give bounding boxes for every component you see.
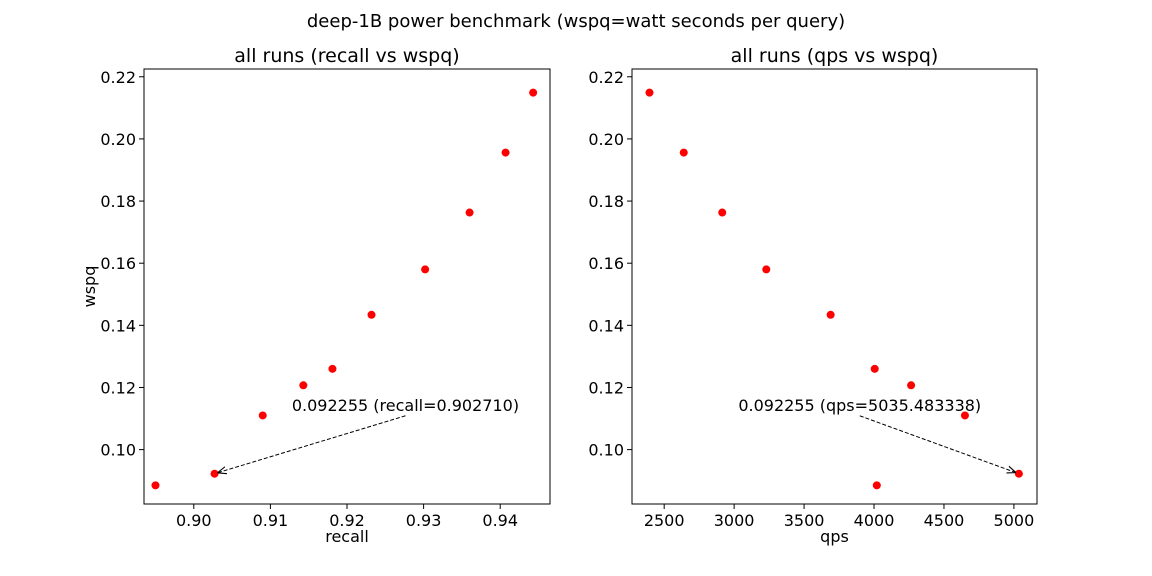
y-tick-label: 0.14 (588, 316, 624, 335)
y-tick-label: 0.12 (100, 378, 136, 397)
data-point (679, 148, 688, 157)
y-tick-label: 0.20 (100, 130, 136, 149)
annotation-arrow (859, 415, 1016, 473)
y-tick-label: 0.18 (100, 192, 136, 211)
data-point (421, 265, 430, 274)
annotation-arrow (217, 415, 406, 473)
data-point (872, 481, 881, 490)
y-tick-label: 0.22 (588, 68, 624, 87)
chart-qps-vs-wspq: all runs (qps vs wspq) 2500 3000 3500 4000 45… (588, 45, 1038, 546)
x-axis-label: recall (325, 527, 369, 546)
y-tick-label: 0.10 (588, 441, 624, 460)
data-point (151, 481, 160, 490)
y-tick-label: 0.12 (588, 378, 624, 397)
annotation-label: 0.092255 (qps=5035.483338) (738, 396, 981, 415)
figure-suptitle: deep-1B power benchmark (wspq=watt secon… (307, 11, 845, 32)
y-tick-label: 0.20 (588, 130, 624, 149)
data-point (870, 364, 879, 373)
plot-frame (143, 68, 551, 505)
y-tick-label: 0.18 (588, 192, 624, 211)
x-tick-label: 2500 (644, 511, 685, 530)
x-axis-label: qps (820, 527, 849, 546)
x-tick-label: 4000 (854, 511, 895, 530)
chart-title: all runs (recall vs wspq) (234, 45, 459, 67)
annotation-label: 0.092255 (recall=0.902710) (292, 396, 519, 415)
data-point (210, 469, 219, 478)
y-tick-label: 0.16 (100, 254, 136, 273)
data-point (762, 265, 771, 274)
x-tick-label: 5000 (994, 511, 1035, 530)
y-tick-label: 0.10 (100, 441, 136, 460)
x-tick-label: 0.90 (176, 511, 212, 530)
chart-recall-vs-wspq: all runs (recall vs wspq) 0.90 0.91 0.92 0.9… (80, 45, 551, 546)
data-point (529, 88, 538, 97)
x-tick-label: 3500 (784, 511, 825, 530)
data-point (907, 381, 916, 390)
data-point (960, 411, 969, 420)
y-tick-label: 0.14 (100, 316, 136, 335)
data-point (258, 411, 267, 420)
data-point (1014, 469, 1023, 478)
data-point (826, 310, 835, 319)
x-tick-label: 3000 (714, 511, 755, 530)
data-point (645, 88, 654, 97)
data-point (465, 208, 474, 217)
x-tick-label: 0.93 (406, 511, 442, 530)
data-point (718, 208, 727, 217)
plot-frame (631, 68, 1038, 505)
chart-title: all runs (qps vs wspq) (731, 45, 939, 67)
data-point (299, 381, 308, 390)
y-axis-label: wspq (80, 266, 99, 308)
data-point (501, 148, 510, 157)
x-tick-label: 0.91 (253, 511, 289, 530)
x-tick-label: 0.92 (329, 511, 365, 530)
y-tick-label: 0.22 (100, 68, 136, 87)
data-point (328, 364, 337, 373)
data-point (367, 310, 376, 319)
x-tick-label: 0.94 (482, 511, 518, 530)
x-tick-label: 4500 (924, 511, 965, 530)
y-tick-label: 0.16 (588, 254, 624, 273)
